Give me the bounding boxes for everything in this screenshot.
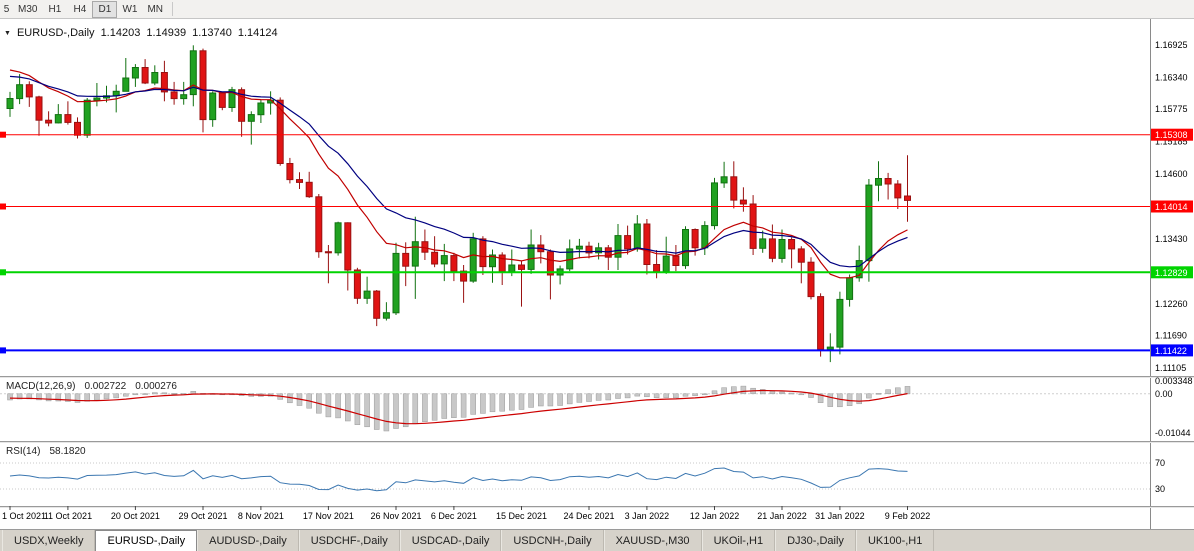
macd-axis-label: -0.01044 [1155,428,1191,438]
svg-text:20 Oct 2021: 20 Oct 2021 [111,511,160,521]
svg-text:1.11422: 1.11422 [1155,346,1187,356]
rsi-axis-label: 30 [1155,484,1165,494]
svg-text:15 Dec 2021: 15 Dec 2021 [496,511,547,521]
ohlc-close: 1.14124 [237,27,278,39]
svg-text:1 Oct 2021: 1 Oct 2021 [2,511,46,521]
candlesticks [6,45,911,363]
timeframe-toolbar: 5 M30 H1 H4 D1 W1 MN [0,0,1194,19]
toolbar-separator [172,2,174,16]
timeframe-button-m30[interactable]: M30 [18,3,38,15]
price-level-badge-1.12829: 1.12829 [1151,266,1193,279]
timeframe-button-d1[interactable]: D1 [92,0,118,18]
ma-line-slow [9,75,908,268]
macd-signal-line [9,389,908,425]
ohlc-low: 1.13740 [192,27,232,39]
svg-text:29 Oct 2021: 29 Oct 2021 [178,511,227,521]
ma-line-fast [9,69,908,279]
rsi-name: RSI(14) [6,446,41,457]
tab-dj30-daily[interactable]: DJ30-,Daily [775,530,856,551]
symbol-title: EURUSD-,Daily [16,27,95,39]
svg-text:24 Dec 2021: 24 Dec 2021 [563,511,614,521]
svg-text:9 Feb 2022: 9 Feb 2022 [885,511,931,521]
line-anchor-marker [0,131,6,138]
svg-text:1.14014: 1.14014 [1155,202,1188,212]
macd-name: MACD(12,26,9) [6,381,76,392]
chart-area[interactable]: 1.16925 1.16340 1.15775 1.15185 1.14600 1.134… [0,19,1194,529]
tab-usdcnh-daily[interactable]: USDCNH-,Daily [501,530,604,551]
svg-text:1.15775: 1.15775 [1155,104,1188,114]
svg-text:1.16925: 1.16925 [1155,40,1188,50]
svg-text:6 Dec 2021: 6 Dec 2021 [431,511,477,521]
symbol-tab-bar: USDX,Weekly EURUSD-,Daily AUDUSD-,Daily USD… [0,529,1194,551]
price-level-badge-1.11422: 1.11422 [1151,344,1193,357]
svg-text:1.14600: 1.14600 [1155,169,1188,179]
line-anchor-marker [0,203,6,210]
svg-text:1.16340: 1.16340 [1155,73,1188,83]
tab-eurusd-daily[interactable]: EURUSD-,Daily [95,530,198,551]
svg-text:1.12260: 1.12260 [1155,299,1188,309]
svg-text:1.11105: 1.11105 [1155,363,1186,373]
macd-axis-label: 0.00 [1155,389,1173,399]
macd-axis-label: 0.003348 [1155,376,1193,386]
price-chart[interactable]: 1.16925 1.16340 1.15775 1.15185 1.14600 1.134… [0,19,1194,529]
rsi-axis-label: 70 [1155,458,1165,468]
tab-usdcad-daily[interactable]: USDCAD-,Daily [399,530,502,551]
tab-uk100-h1[interactable]: UK100-,H1 [855,530,935,551]
rsi-line [9,467,908,492]
timeframe-button-mn[interactable]: MN [147,3,164,15]
timeframe-button-w1[interactable]: W1 [122,3,138,15]
svg-text:8 Nov 2021: 8 Nov 2021 [238,511,284,521]
svg-text:1.15185: 1.15185 [1155,137,1188,147]
price-level-badge-1.14014: 1.14014 [1151,200,1193,213]
rsi-indicator-label: RSI(14) 58.1820 [6,446,86,457]
tab-xauusd-m30[interactable]: XAUUSD-,M30 [603,530,702,551]
svg-text:3 Jan 2022: 3 Jan 2022 [625,511,670,521]
collapse-arrow-icon: ▼ [4,29,11,37]
tab-usdchf-daily[interactable]: USDCHF-,Daily [298,530,400,551]
svg-text:26 Nov 2021: 26 Nov 2021 [370,511,421,521]
line-anchor-marker [0,347,6,354]
price-level-badge-1.15308: 1.15308 [1151,128,1193,141]
timeframe-button-h1[interactable]: H1 [48,3,62,15]
ohlc-high: 1.14939 [146,27,187,39]
svg-text:17 Nov 2021: 17 Nov 2021 [303,511,354,521]
svg-text:1.13430: 1.13430 [1155,234,1188,244]
macd-indicator-label: MACD(12,26,9) 0.002722 0.000276 [6,381,177,392]
macd-main-value: 0.002722 [84,381,127,392]
macd-histogram [7,385,911,432]
ohlc-open: 1.14203 [100,27,141,39]
price-axis-labels[interactable]: 1.16925 1.16340 1.15775 1.15185 1.14600 1.134… [1155,40,1188,373]
tab-audusd-daily[interactable]: AUDUSD-,Daily [197,530,299,551]
svg-text:11 Oct 2021: 11 Oct 2021 [44,511,92,521]
tab-ukoil-h1[interactable]: UKOil-,H1 [701,530,776,551]
svg-text:12 Jan 2022: 12 Jan 2022 [690,511,740,521]
svg-text:31 Jan 2022: 31 Jan 2022 [815,511,865,521]
chart-background [0,19,1194,529]
macd-signal-value: 0.000276 [135,381,177,392]
timeframe-button-h4[interactable]: H4 [73,3,87,15]
svg-text:21 Jan 2022: 21 Jan 2022 [757,511,807,521]
symbol-ohlc-label: ▼ EURUSD-,Daily 1.14203 1.14939 1.13740 … [4,27,278,39]
svg-text:1.15308: 1.15308 [1155,130,1188,140]
svg-text:1.12829: 1.12829 [1155,268,1188,278]
line-anchor-marker [0,269,6,276]
svg-text:1.11690: 1.11690 [1155,331,1187,341]
timeframe-button-5[interactable]: 5 [3,3,10,15]
rsi-value: 58.1820 [49,446,86,457]
tab-usdx-weekly[interactable]: USDX,Weekly [2,530,96,551]
